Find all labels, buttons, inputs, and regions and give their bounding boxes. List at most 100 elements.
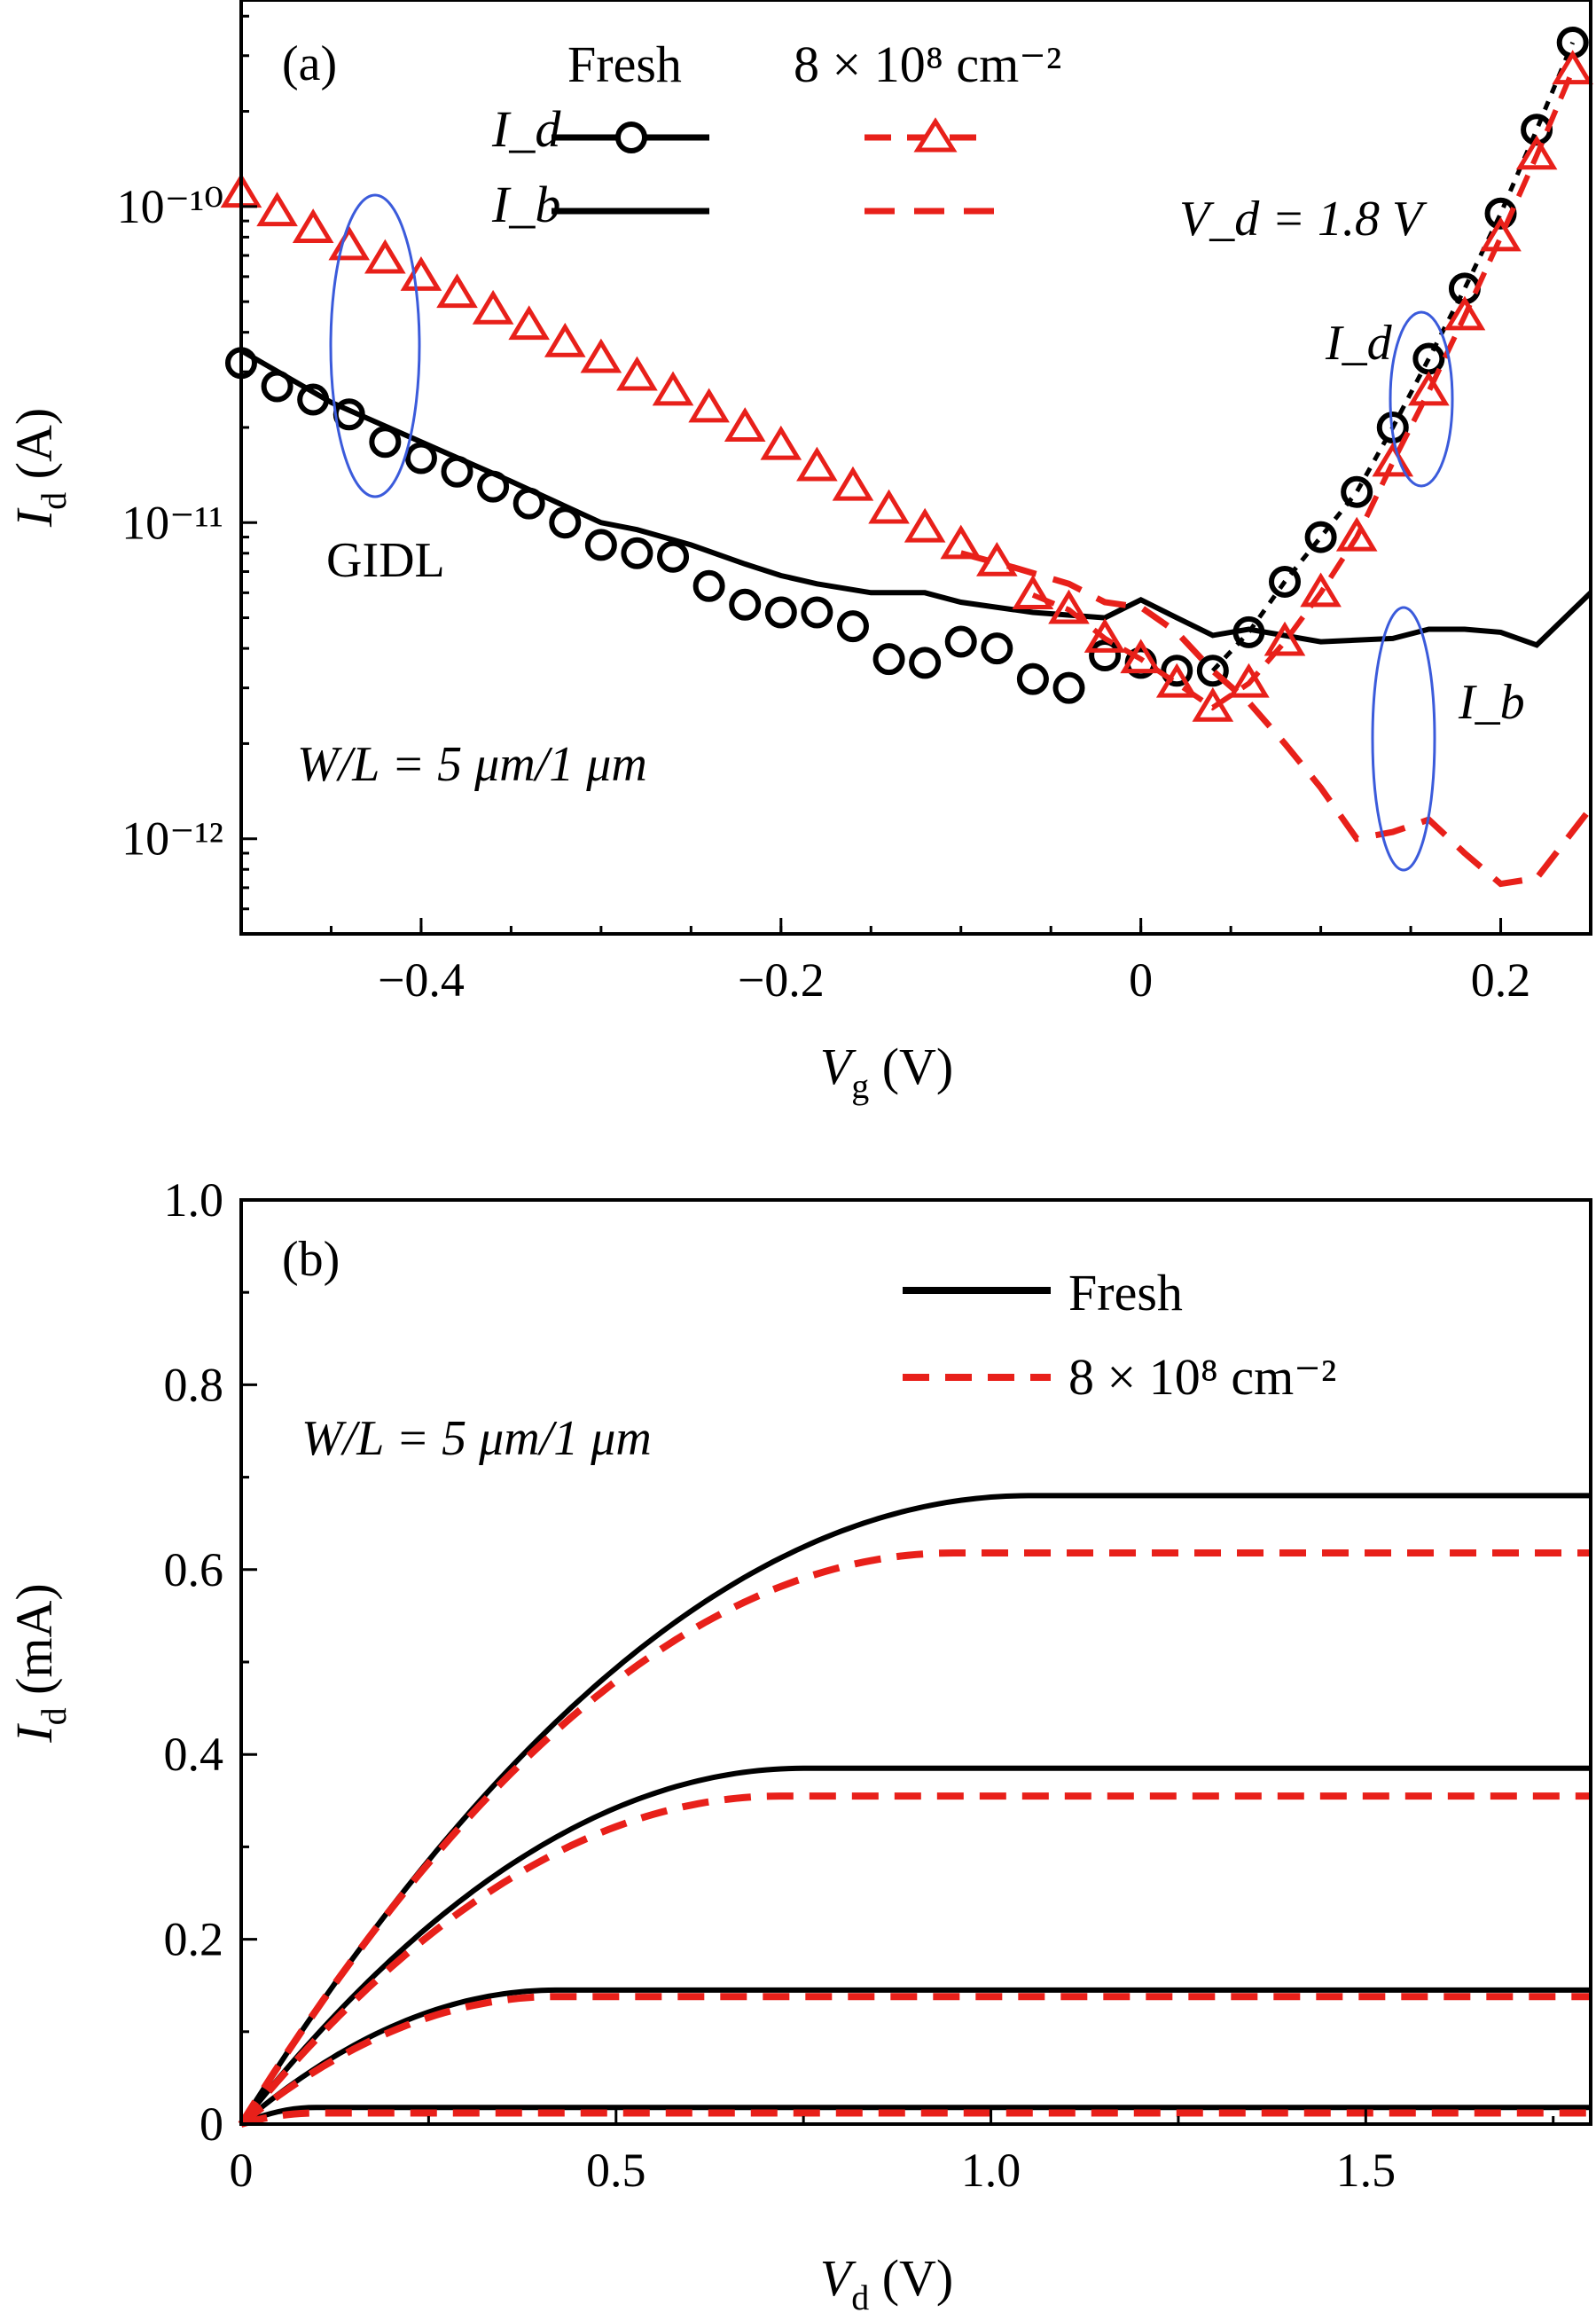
panel-a-marks [220,27,1594,888]
irradiated-id-point [940,524,982,560]
ib-ellipse [1371,606,1436,872]
irradiated-id-point [832,466,874,501]
irradiated-id-point [1408,371,1450,406]
fresh-id-line [1210,42,1576,673]
irradiated-id-point [400,256,442,291]
gidl-ellipse [329,193,421,498]
legend-header-fresh: Fresh [567,35,682,93]
annotation-vd: V_d = 1.8 V [1179,192,1428,247]
irradiated-id-point [436,273,478,309]
irradiated-id-point [1084,618,1126,653]
a-xtick-label: −0.2 [738,953,825,1007]
panel-a-ylabel: Id (A) [5,408,74,528]
a-xtick-label: 0.2 [1471,953,1531,1007]
irradiated-id-point [1048,589,1090,624]
irradiated-id-point [652,371,694,406]
fresh-ib-line [239,348,1593,648]
fresh-id-point [1341,475,1373,508]
b-ytick-label: 0.4 [164,1728,224,1781]
irradiated-output-curve [238,1792,1591,2127]
annotation-ib: I_b [1458,675,1525,730]
irradiated-id-point [1515,135,1558,170]
panel-b-ylabel: Id (mA) [5,1583,74,1743]
panel-a-ticks: −0.4 −0.2 0 0.2 10⁻¹² 10⁻¹¹ 10⁻¹⁰ [117,14,1592,1007]
b-ytick-label: 1.0 [164,1173,224,1227]
irradiated-id-point [1012,575,1054,609]
irradiated-id-point [1155,663,1198,698]
fresh-id-point [549,506,582,539]
irradiated-id-point [328,225,371,261]
a-ytick-label: 10⁻¹² [121,812,223,866]
annotation-wl-b: W/L = 5 μm/1 μm [301,1411,652,1466]
fresh-id-point [1052,671,1085,704]
irradiated-id-point [1192,686,1234,722]
fresh-id-point [1484,197,1517,230]
fresh-id-point [764,596,797,629]
fresh-id-point [1304,521,1337,553]
annotation-gidl: GIDL [326,533,445,588]
annotation-wl-a: W/L = 5 μm/1 μm [297,737,647,792]
irradiated-id-point [508,305,551,341]
fresh-id-point [909,647,942,679]
irradiated-id-point [580,338,622,373]
fresh-id-point [692,569,725,602]
b-xtick-label: 0 [230,2144,254,2197]
fresh-id-point [1089,639,1122,672]
legend-fresh-id-marker [615,122,647,153]
legend-a-swatches [552,117,1002,215]
a-ytick-label: 10⁻¹¹ [121,496,223,549]
fresh-id-point [836,610,869,643]
fresh-output-curve [239,2105,1591,2127]
a-xtick-label: 0 [1129,953,1153,1007]
fresh-id-point [944,625,977,658]
b-ytick-label: 0 [200,2097,223,2151]
legend-b-irradiated: 8 × 10⁸ cm⁻² [1068,1348,1336,1406]
irradiated-id-point [616,356,658,391]
panel-b: 0 0.5 1.0 1.5 0 0.2 0.4 0.6 0.8 1.0 (b) Fresh 8 ×… [5,1173,1592,2313]
irradiated-id-point [544,322,586,357]
b-xtick-label: 0.5 [586,2144,646,2197]
irradiated-id-point [796,446,838,482]
fresh-id-point [1196,655,1229,687]
irradiated-id-point [760,425,802,460]
fresh-output-curve [239,1987,1591,2127]
irradiated-id-point [1335,516,1378,552]
fresh-id-point [801,596,833,629]
panel-b-frame [239,1198,1592,2126]
panel-b-xlabel: Vd (V) [820,2249,953,2313]
legend-b-swatches [903,1287,1051,1381]
b-xtick-label: 1.5 [1336,2144,1396,2197]
legend-header-irradiated: 8 × 10⁸ cm⁻² [794,35,1061,93]
irradiated-id-point [1480,216,1522,252]
irradiated-id-point [904,507,946,543]
irradiated-id-point [364,239,406,274]
b-ytick-label: 0.6 [164,1543,224,1596]
irradiated-id-point [868,489,910,524]
irradiated-output-curve [238,1549,1591,2127]
annotation-id: I_d [1325,316,1393,371]
fresh-id-point [872,643,905,676]
legend-irradiated-id-marker [913,117,958,153]
irradiated-id-point [1372,442,1414,477]
panel-b-marks [238,1493,1591,2128]
irradiated-id-point [1300,572,1342,608]
fresh-id-point [729,588,762,621]
panel-a-label: (a) [282,36,337,91]
b-ytick-label: 0.2 [164,1913,224,1966]
fresh-id-point [1269,565,1302,598]
irradiated-id-point [1552,50,1594,85]
fresh-output-curve [239,1765,1591,2126]
fresh-id-point [1161,655,1193,687]
fresh-id-point [621,537,653,569]
legend-b-fresh: Fresh [1068,1264,1183,1321]
fresh-id-point [584,529,617,561]
irradiated-id-line [1031,68,1576,711]
irradiated-id-point [472,289,514,325]
fresh-id-point [981,632,1013,665]
irradiated-id-point [1228,663,1270,698]
irradiated-output-curve [239,1993,1591,2128]
panel-b-label: (b) [282,1232,340,1287]
irradiated-id-point [1120,639,1162,674]
irradiated-id-point [1443,295,1486,331]
